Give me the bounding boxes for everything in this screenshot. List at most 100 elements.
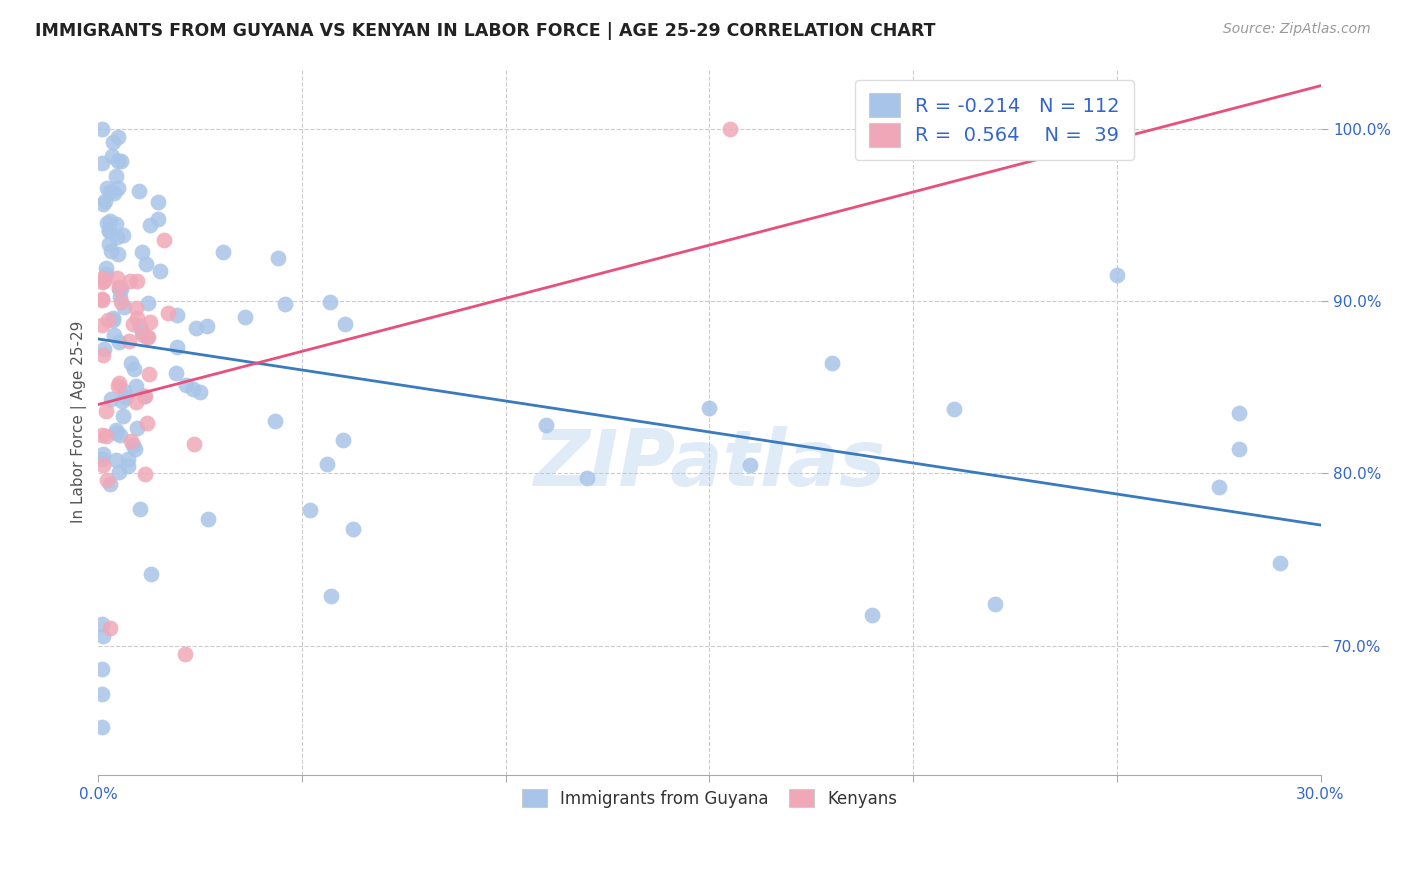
Point <box>166 341 188 355</box>
Point <box>105 423 128 437</box>
Point <box>319 295 342 310</box>
Point <box>98 185 121 199</box>
Point <box>127 421 149 435</box>
Point <box>97 223 120 237</box>
Text: Source: ZipAtlas.com: Source: ZipAtlas.com <box>1223 22 1371 37</box>
Point <box>91 629 114 643</box>
Point <box>91 318 114 333</box>
Point <box>131 326 153 340</box>
Point <box>299 503 322 517</box>
Point <box>104 453 127 467</box>
Point <box>108 465 131 479</box>
Point <box>93 342 115 356</box>
Point <box>120 434 142 448</box>
Point <box>174 647 197 661</box>
Point <box>91 720 114 734</box>
Point <box>101 149 124 163</box>
Point <box>718 121 741 136</box>
Point <box>148 194 170 209</box>
Point <box>104 217 127 231</box>
Point <box>94 429 117 443</box>
Point <box>107 282 129 296</box>
Point <box>181 382 204 396</box>
Point <box>91 427 114 442</box>
Point <box>117 459 139 474</box>
Point <box>108 280 131 294</box>
Point <box>134 389 156 403</box>
Point <box>128 184 150 198</box>
Point <box>91 292 114 306</box>
Point <box>110 282 132 296</box>
Point <box>699 401 721 415</box>
Point <box>138 367 160 381</box>
Point <box>103 135 125 149</box>
Point <box>820 356 842 370</box>
Point <box>332 433 354 447</box>
Point <box>107 181 129 195</box>
Point <box>166 308 188 322</box>
Point <box>120 274 142 288</box>
Point <box>184 320 207 334</box>
Point <box>97 236 120 251</box>
Point <box>152 233 174 247</box>
Point <box>124 442 146 457</box>
Point <box>122 438 145 452</box>
Point <box>165 366 187 380</box>
Point <box>107 247 129 261</box>
Point <box>91 458 114 472</box>
Point <box>183 437 205 451</box>
Point <box>125 395 148 409</box>
Point <box>91 293 114 307</box>
Point <box>105 425 128 440</box>
Point <box>536 417 558 432</box>
Point <box>94 404 117 418</box>
Point <box>132 327 155 342</box>
Point <box>96 473 118 487</box>
Point <box>93 274 115 288</box>
Point <box>103 186 125 200</box>
Point <box>264 414 287 428</box>
Point <box>149 263 172 277</box>
Point <box>942 401 965 416</box>
Point <box>134 467 156 482</box>
Point <box>132 389 155 403</box>
Point <box>125 379 148 393</box>
Point <box>125 311 148 326</box>
Point <box>97 313 120 327</box>
Point <box>93 348 115 362</box>
Point <box>91 197 114 211</box>
Point <box>1227 406 1250 420</box>
Point <box>96 181 118 195</box>
Point <box>112 300 135 314</box>
Point <box>274 296 297 310</box>
Point <box>91 661 114 675</box>
Point <box>128 502 150 516</box>
Point <box>110 153 132 168</box>
Point <box>195 318 218 333</box>
Point <box>96 267 118 281</box>
Point <box>103 328 125 343</box>
Point <box>96 217 118 231</box>
Point <box>91 156 114 170</box>
Point <box>860 607 883 622</box>
Point <box>135 257 157 271</box>
Text: ZIPatlas: ZIPatlas <box>533 426 886 502</box>
Point <box>131 244 153 259</box>
Point <box>107 129 129 144</box>
Point <box>983 597 1005 611</box>
Point <box>100 392 122 406</box>
Point <box>94 194 117 209</box>
Point <box>111 228 134 243</box>
Point <box>91 275 114 289</box>
Point <box>121 317 143 331</box>
Point <box>139 218 162 232</box>
Point <box>576 471 599 485</box>
Point <box>91 447 114 461</box>
Point <box>129 319 152 334</box>
Point <box>100 213 122 227</box>
Point <box>91 121 114 136</box>
Point <box>105 229 128 244</box>
Point <box>100 244 122 258</box>
Point <box>1227 442 1250 456</box>
Point <box>104 169 127 183</box>
